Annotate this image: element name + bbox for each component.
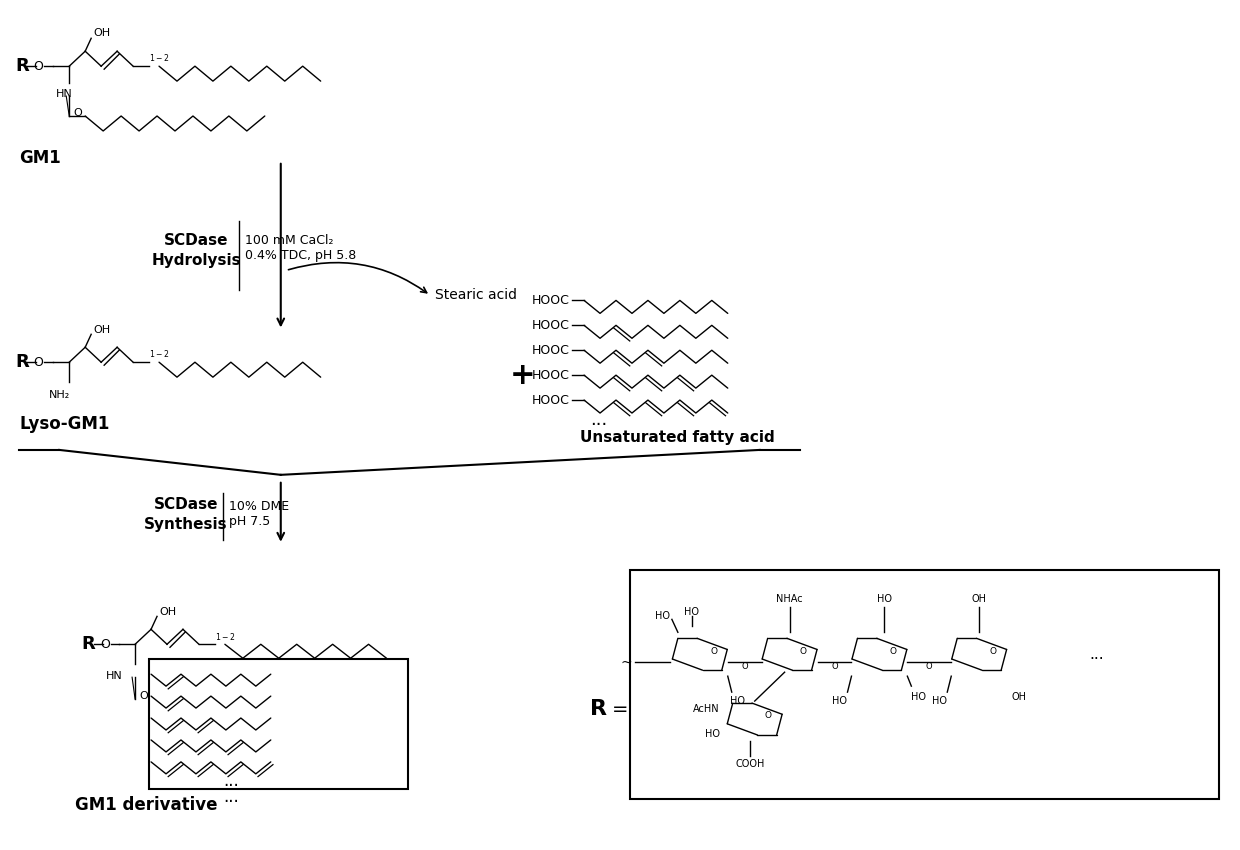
- Bar: [149, 660, 408, 789]
- Text: HO: HO: [832, 696, 847, 706]
- Text: O: O: [73, 108, 82, 118]
- Text: $_{1-2}$: $_{1-2}$: [149, 349, 170, 361]
- Text: HN: HN: [56, 89, 73, 99]
- Text: AcHN: AcHN: [693, 704, 719, 714]
- Text: HOOC: HOOC: [532, 394, 570, 406]
- Text: SCDase
Synthesis: SCDase Synthesis: [144, 497, 228, 532]
- Text: $_{1-2}$: $_{1-2}$: [215, 631, 236, 643]
- Text: HO: HO: [704, 729, 719, 739]
- Text: O: O: [831, 661, 838, 671]
- Text: O: O: [100, 638, 110, 651]
- Text: R: R: [15, 57, 29, 75]
- Bar: [630, 570, 1219, 799]
- Text: SCDase
Hydrolysis: SCDase Hydrolysis: [151, 233, 241, 268]
- Text: R: R: [590, 699, 608, 719]
- Text: HO: HO: [730, 696, 745, 706]
- Text: NHAc: NHAc: [776, 594, 804, 604]
- Text: 10% DME
pH 7.5: 10% DME pH 7.5: [229, 500, 289, 528]
- Text: GM1 derivative: GM1 derivative: [74, 796, 217, 813]
- Text: HO: HO: [684, 608, 699, 617]
- Text: OH: OH: [972, 594, 987, 604]
- Text: ...: ...: [223, 772, 239, 790]
- Text: Unsaturated fatty acid: Unsaturated fatty acid: [580, 430, 775, 445]
- Text: =: =: [613, 700, 629, 718]
- Text: HO: HO: [911, 692, 926, 702]
- Text: R: R: [15, 354, 29, 371]
- Text: +: +: [510, 360, 534, 389]
- Text: HOOC: HOOC: [532, 369, 570, 382]
- Text: O: O: [765, 711, 773, 720]
- Text: OH: OH: [1011, 692, 1027, 702]
- Text: COOH: COOH: [735, 759, 764, 769]
- Text: O: O: [990, 647, 997, 655]
- Text: OH: OH: [93, 28, 110, 38]
- Text: O: O: [926, 661, 932, 671]
- Text: O: O: [742, 661, 748, 671]
- Text: HO: HO: [877, 594, 892, 604]
- Text: HOOC: HOOC: [532, 294, 570, 307]
- Text: HO: HO: [932, 696, 947, 706]
- Text: O: O: [889, 647, 897, 655]
- Text: HOOC: HOOC: [532, 319, 570, 332]
- Text: ...: ...: [590, 411, 608, 429]
- Text: Stearic acid: Stearic acid: [435, 288, 517, 303]
- Text: O: O: [33, 355, 43, 369]
- Text: OH: OH: [93, 326, 110, 335]
- Text: O: O: [800, 647, 807, 655]
- Text: Lyso-GM1: Lyso-GM1: [20, 415, 109, 433]
- Text: ...: ...: [1089, 647, 1104, 662]
- Text: HO: HO: [655, 611, 670, 621]
- Text: O: O: [139, 691, 148, 701]
- Text: OH: OH: [159, 608, 176, 617]
- Text: NH₂: NH₂: [48, 390, 69, 400]
- Text: 100 mM CaCl₂
0.4% TDC, pH 5.8: 100 mM CaCl₂ 0.4% TDC, pH 5.8: [244, 234, 356, 262]
- Text: O: O: [33, 60, 43, 73]
- Text: R: R: [81, 635, 95, 654]
- Text: $_{1-2}$: $_{1-2}$: [149, 53, 170, 65]
- Text: HOOC: HOOC: [532, 343, 570, 357]
- Text: GM1: GM1: [20, 149, 61, 167]
- Text: ...: ...: [223, 788, 239, 806]
- Text: ~: ~: [620, 655, 632, 669]
- Text: O: O: [711, 647, 717, 655]
- Text: HN: HN: [107, 672, 123, 681]
